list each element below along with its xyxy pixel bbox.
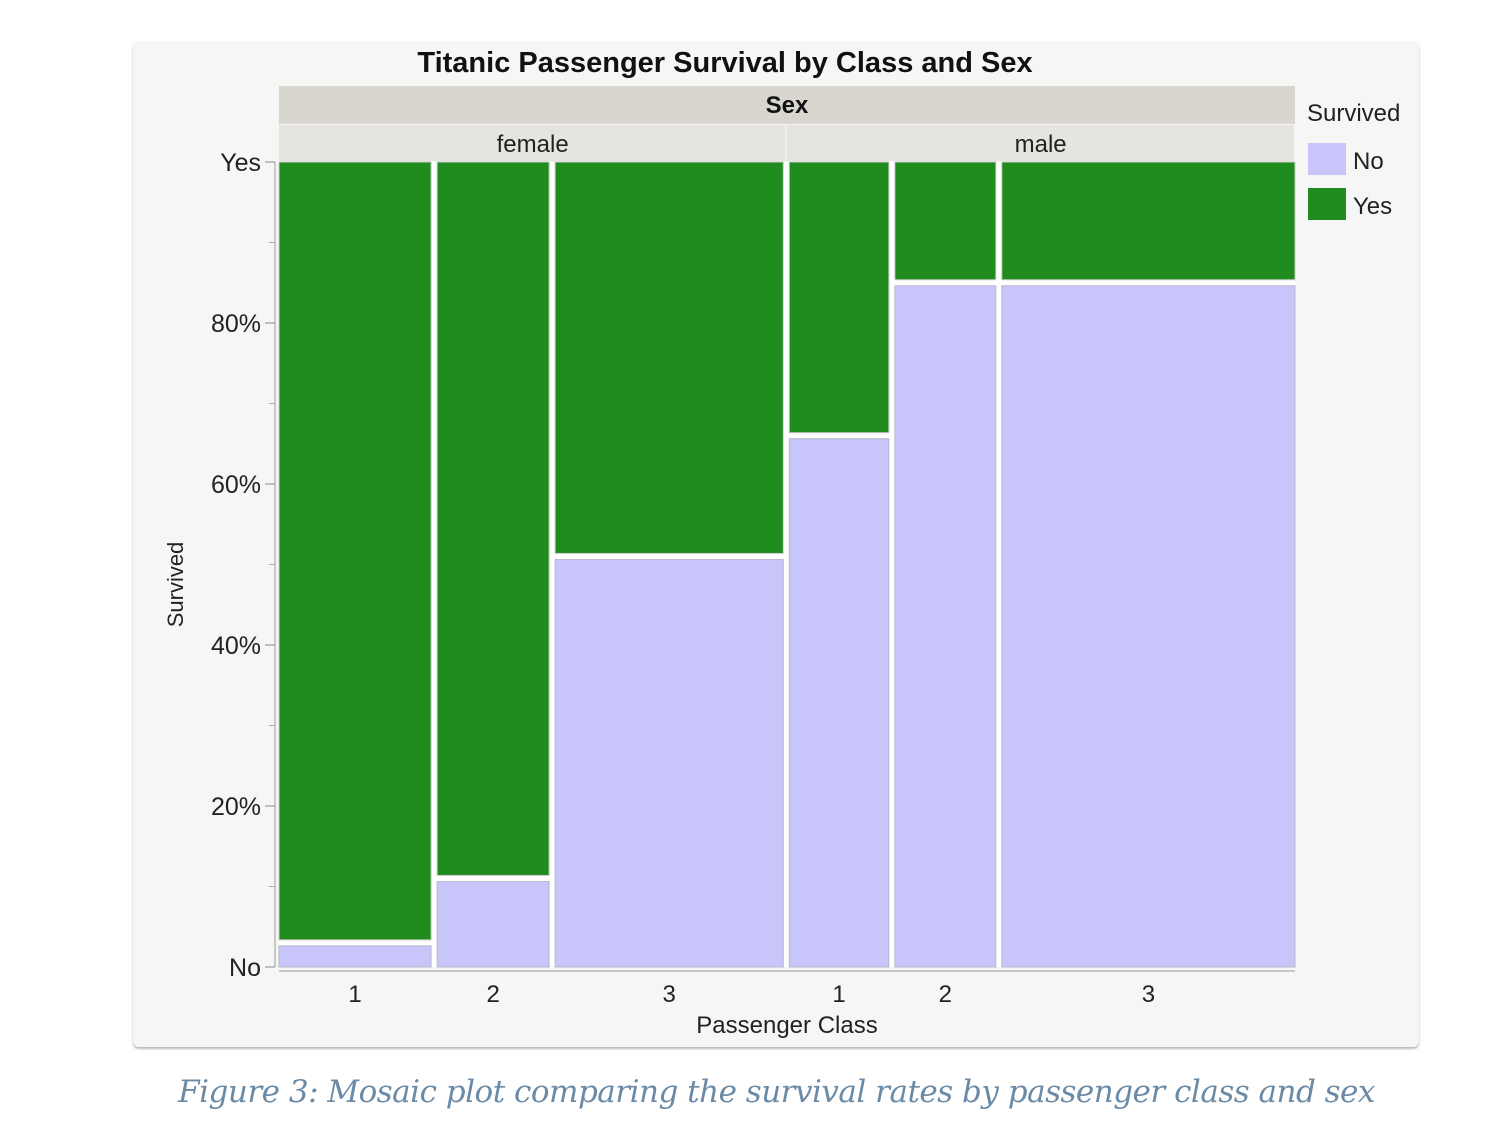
legend-title: Survived	[1307, 100, 1400, 127]
y-tick-label: 80%	[211, 310, 261, 338]
tile-male-class3-no	[1001, 285, 1296, 968]
legend-swatch-yes	[1308, 188, 1346, 220]
x-tick-label: 2	[486, 981, 499, 1008]
tile-male-class2-no	[894, 285, 997, 968]
chart-panel: Titanic Passenger Survival by Class and …	[133, 41, 1419, 1047]
x-tick-label: 1	[832, 981, 845, 1008]
facet-female-label: female	[497, 131, 569, 158]
y-tick-label: No	[229, 954, 261, 982]
y-tick-label: 20%	[211, 793, 261, 821]
tile-male-class1-yes	[788, 161, 890, 434]
legend-label-yes: Yes	[1353, 193, 1392, 220]
facet-male-label: male	[1015, 131, 1067, 158]
y-tick-label: 60%	[211, 471, 261, 499]
tile-female-class1-no	[278, 945, 432, 968]
tile-male-class2-yes	[894, 161, 997, 281]
tile-male-class3-yes	[1001, 161, 1296, 281]
x-tick-label: 3	[663, 981, 676, 1008]
tile-female-class2-yes	[436, 161, 550, 876]
mosaic-chart: Titanic Passenger Survival by Class and …	[163, 47, 1400, 1039]
tile-female-class2-no	[436, 880, 550, 968]
facet-male-bar	[786, 125, 1294, 161]
chart-title: Titanic Passenger Survival by Class and …	[417, 47, 1032, 79]
x-tick-label: 1	[348, 981, 361, 1008]
facet-header-label: Sex	[766, 92, 809, 119]
legend-label-no: No	[1353, 148, 1384, 175]
y-tick-label: Yes	[220, 149, 261, 177]
x-tick-label: 2	[939, 981, 952, 1008]
y-axis-label: Survived	[163, 542, 188, 628]
tile-male-class1-no	[788, 438, 890, 968]
tile-female-class3-yes	[554, 161, 784, 554]
figure-caption: Figure 3: Mosaic plot comparing the surv…	[178, 1074, 1375, 1110]
y-tick-label: 40%	[211, 632, 261, 660]
facet-female-bar	[279, 125, 786, 161]
legend-swatch-no	[1308, 143, 1346, 175]
tile-female-class1-yes	[278, 161, 432, 941]
facet-header-bar	[279, 86, 1295, 124]
x-tick-label: 3	[1142, 981, 1155, 1008]
x-axis-label: Passenger Class	[696, 1012, 877, 1039]
tile-female-class3-no	[554, 558, 784, 968]
